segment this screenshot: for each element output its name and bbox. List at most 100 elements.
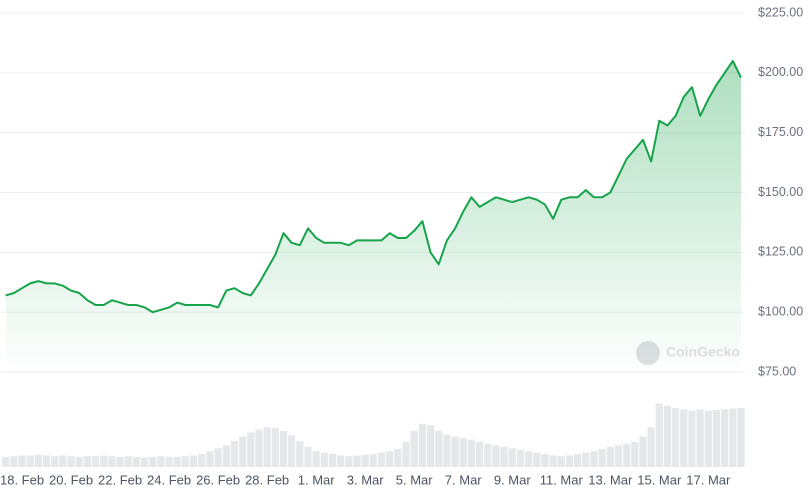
volume-bar bbox=[737, 407, 745, 467]
volume-bar bbox=[67, 456, 75, 467]
volume-bar bbox=[663, 405, 672, 467]
volume-bar bbox=[680, 409, 688, 467]
x-tick-label: 20. Feb bbox=[49, 472, 93, 487]
volume-bar bbox=[704, 410, 712, 467]
y-tick-label: $100.00 bbox=[758, 304, 803, 318]
volume-bar bbox=[549, 455, 557, 467]
volume-bar bbox=[181, 456, 190, 467]
volume-bar bbox=[149, 456, 157, 467]
y-tick-label: $200.00 bbox=[758, 65, 803, 79]
volume-bar bbox=[459, 438, 467, 467]
volume-bar bbox=[132, 456, 141, 467]
volume-bar bbox=[467, 439, 475, 467]
volume-bar bbox=[239, 436, 247, 467]
x-tick-label: 9. Mar bbox=[494, 472, 532, 487]
volume-bar bbox=[124, 456, 132, 467]
volume-bar bbox=[402, 441, 410, 467]
watermark-text: CoinGecko bbox=[666, 344, 740, 360]
volume-bar bbox=[75, 456, 83, 467]
volume-bar bbox=[345, 456, 353, 467]
volume-bar bbox=[639, 436, 647, 467]
volume-bar bbox=[647, 427, 655, 467]
volume-bar bbox=[42, 455, 51, 467]
volume-bar bbox=[337, 455, 345, 467]
volume-bar bbox=[655, 403, 663, 467]
volume-bar bbox=[165, 456, 173, 467]
volume-bar bbox=[426, 425, 435, 467]
y-tick-label: $175.00 bbox=[758, 125, 803, 139]
volume-bar bbox=[214, 448, 222, 467]
volume-bar bbox=[565, 455, 574, 467]
volume-bar bbox=[369, 454, 377, 467]
volume-bar bbox=[328, 454, 337, 467]
volume-bar bbox=[141, 457, 149, 467]
volume-bar bbox=[484, 443, 492, 467]
volume-bar bbox=[672, 407, 680, 467]
volume-bar bbox=[100, 455, 108, 467]
price-area bbox=[5, 60, 741, 373]
y-tick-label: $125.00 bbox=[758, 245, 803, 259]
volume-bar bbox=[59, 455, 67, 467]
volume-bar bbox=[377, 452, 386, 467]
x-tick-label: 22. Feb bbox=[98, 472, 142, 487]
volume-bar bbox=[198, 454, 206, 467]
volume-bar bbox=[26, 455, 34, 467]
volume-bar bbox=[247, 432, 255, 467]
x-tick-label: 5. Mar bbox=[396, 472, 434, 487]
volume-bar bbox=[475, 441, 484, 467]
volume-bar bbox=[51, 456, 59, 467]
x-tick-label: 7. Mar bbox=[445, 472, 483, 487]
volume-bar bbox=[91, 456, 100, 467]
volume-bar bbox=[230, 441, 239, 467]
volume-bar bbox=[255, 429, 263, 467]
volume-bar bbox=[533, 452, 541, 467]
volume-bar bbox=[451, 436, 459, 467]
y-tick-label: $225.00 bbox=[758, 5, 803, 19]
y-tick-label: $75.00 bbox=[758, 364, 796, 378]
volume-bar bbox=[386, 451, 394, 467]
volume-bar bbox=[83, 456, 91, 467]
volume-bar bbox=[418, 423, 426, 467]
volume-bar bbox=[696, 409, 704, 467]
volume-bar bbox=[574, 454, 582, 467]
x-tick-label: 15. Mar bbox=[637, 472, 682, 487]
volume-bar bbox=[2, 456, 10, 467]
volume-bar bbox=[10, 456, 18, 467]
volume-bar bbox=[296, 441, 304, 467]
volume-bar bbox=[631, 441, 639, 467]
volume-bar bbox=[353, 455, 361, 467]
y-tick-label: $150.00 bbox=[758, 185, 803, 199]
volume-bar bbox=[606, 446, 614, 467]
volume-bar bbox=[598, 449, 606, 467]
volume-bar bbox=[582, 452, 590, 467]
watermark: CoinGecko bbox=[636, 341, 740, 365]
volume-bar bbox=[206, 451, 214, 467]
volume-bar bbox=[443, 434, 451, 467]
volume-bar bbox=[688, 410, 696, 467]
volume-bar bbox=[524, 451, 533, 467]
volume-bar bbox=[312, 451, 320, 467]
volume-bar bbox=[557, 456, 565, 467]
watermark-logo bbox=[636, 341, 660, 365]
volume-bar bbox=[190, 455, 198, 467]
volume-bar bbox=[435, 431, 443, 467]
volume-bar bbox=[492, 445, 500, 467]
x-tick-label: 11. Mar bbox=[540, 472, 584, 487]
volume-bar bbox=[157, 456, 165, 467]
volume-bar bbox=[516, 449, 524, 467]
volume-bar bbox=[394, 449, 402, 467]
volume-bar bbox=[614, 445, 623, 467]
volume-bar bbox=[410, 431, 418, 467]
volume-bar bbox=[541, 454, 549, 467]
volume-bar bbox=[108, 456, 116, 467]
x-tick-label: 13. Mar bbox=[588, 472, 633, 487]
volume-bar bbox=[288, 435, 296, 467]
volume-bar bbox=[320, 452, 328, 467]
volume-bar bbox=[116, 456, 124, 467]
volume-bar bbox=[590, 451, 598, 467]
volume-bar bbox=[18, 455, 26, 467]
x-tick-label: 17. Mar bbox=[686, 472, 731, 487]
volume-bar bbox=[623, 443, 631, 467]
volume-bar bbox=[712, 410, 721, 467]
price-line bbox=[5, 59, 742, 314]
